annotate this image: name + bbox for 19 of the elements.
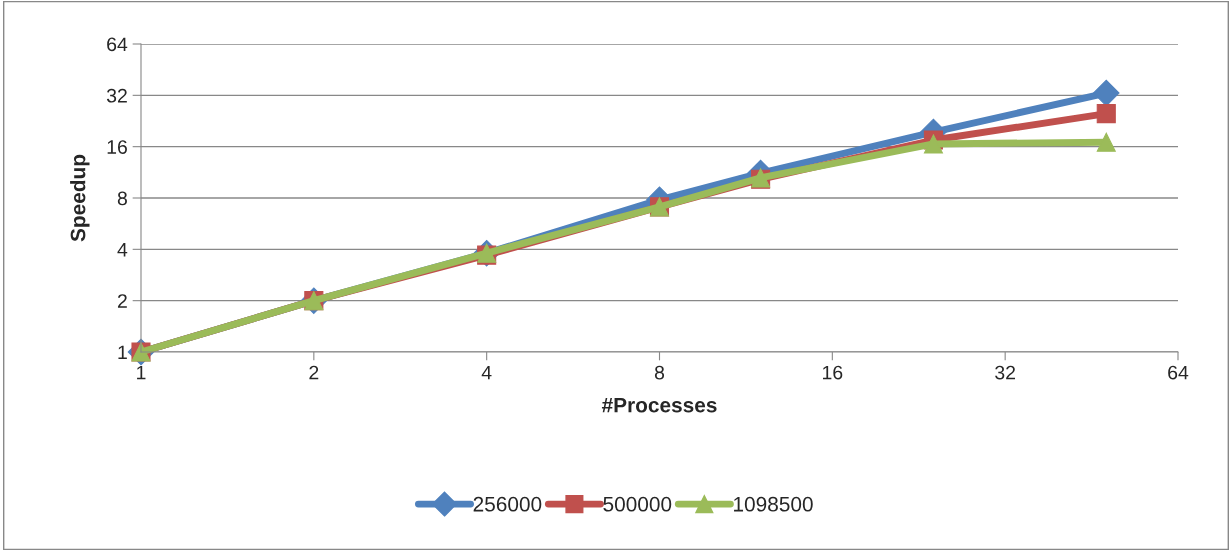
y-axis-title: Speedup — [70, 154, 90, 242]
x-tick-label: 4 — [481, 365, 492, 380]
x-tick-label: 2 — [309, 365, 319, 380]
y-tick-label: 64 — [107, 37, 128, 52]
x-tick-label: 1 — [137, 365, 146, 380]
y-tick-label: 32 — [106, 88, 127, 103]
y-tick-label: 1 — [118, 345, 127, 360]
y-tick-label: 2 — [117, 294, 127, 308]
x-tick-label: 8 — [654, 365, 665, 380]
y-tick-label: 8 — [117, 191, 127, 206]
y-tick-label: 4 — [117, 243, 128, 257]
x-tick-label: 32 — [995, 365, 1016, 380]
x-axis-title: #Processes — [601, 397, 717, 413]
x-tick-label: 16 — [823, 365, 843, 380]
y-tick-label: 16 — [107, 140, 127, 154]
legend-label: 1098500 — [734, 496, 813, 512]
legend-label: 500000 — [603, 496, 672, 512]
x-tick-label: 64 — [1168, 365, 1189, 380]
legend-label: 256000 — [473, 496, 542, 512]
